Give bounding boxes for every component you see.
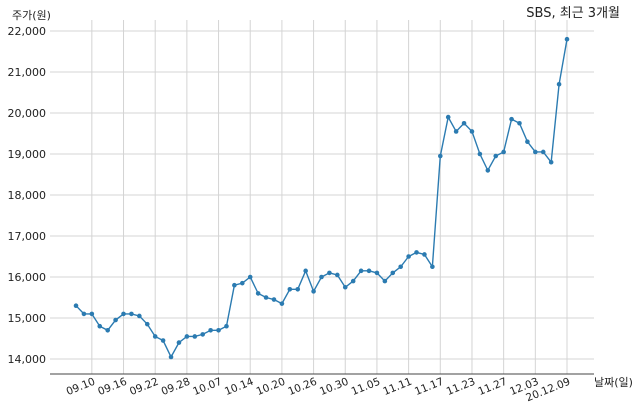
data-point (548, 159, 554, 165)
data-point (160, 338, 166, 343)
x-tick-label: 10.26 (286, 376, 319, 399)
data-point (453, 129, 459, 134)
x-tick-label: 11.27 (476, 376, 508, 398)
x-tick-label: 09.22 (128, 376, 160, 398)
y-axis-label: 주가(원) (12, 9, 51, 22)
data-point (382, 278, 388, 284)
data-point (255, 291, 261, 296)
data-point (295, 287, 301, 292)
x-tick-label: 11.11 (381, 376, 413, 398)
data-point (374, 270, 380, 276)
x-tick-label: 10.07 (191, 376, 223, 398)
data-point (247, 274, 253, 280)
data-point (176, 340, 182, 345)
data-point (121, 311, 126, 317)
x-tick-label: 10.14 (223, 376, 256, 399)
y-tick-label: 18,000 (8, 189, 47, 202)
y-tick-labels: 14,000 15,000 16,000 17,000 18,000 19,000 20,0… (8, 25, 47, 366)
data-point (168, 354, 174, 360)
data-point (327, 270, 332, 276)
data-point (200, 332, 206, 337)
data-point (224, 323, 229, 329)
data-point (89, 311, 95, 317)
data-point (271, 297, 277, 302)
data-point (477, 151, 483, 157)
x-tick-label: 10.30 (318, 376, 350, 398)
x-tick-label: 11.23 (445, 376, 477, 398)
data-point (422, 252, 427, 257)
data-point (335, 272, 340, 278)
y-tick-label: 22,000 (8, 25, 47, 38)
data-point (129, 311, 134, 317)
chart-title: SBS, 최근 3개월 (526, 6, 620, 21)
x-tick-label: 09.28 (160, 376, 192, 398)
data-point (208, 328, 213, 333)
data-point (556, 82, 562, 87)
data-point (493, 153, 499, 159)
x-tick-label: 11.17 (413, 376, 445, 398)
data-point (525, 139, 530, 144)
data-point (240, 280, 245, 286)
y-tick-label: 14,000 (8, 353, 47, 366)
x-tick-label: 09.10 (65, 376, 97, 398)
data-point (509, 116, 514, 122)
data-point (184, 334, 190, 339)
data-point (137, 313, 142, 319)
data-point (303, 268, 308, 274)
series-line (75, 39, 568, 359)
x-tick-label: 10.20 (255, 376, 287, 398)
data-point (279, 301, 285, 306)
y-tick-label: 16,000 (8, 271, 47, 284)
data-point (216, 328, 221, 333)
data-point (152, 334, 158, 339)
y-tick-label: 20,000 (8, 107, 47, 120)
data-point (350, 278, 356, 284)
data-point (390, 270, 396, 276)
data-point (73, 303, 79, 309)
data-point (232, 282, 237, 288)
data-point (358, 268, 364, 274)
data-point (144, 321, 150, 327)
x-tick-label: 11.05 (350, 376, 382, 398)
data-point (430, 264, 435, 270)
grid (50, 20, 594, 374)
data-point (414, 250, 419, 255)
data-point (192, 334, 198, 339)
data-point (469, 129, 475, 134)
data-point (319, 274, 324, 280)
data-point (406, 254, 411, 259)
data-point (517, 120, 522, 126)
x-tick-label: 09.16 (96, 376, 129, 399)
x-tick-labels: 09.10 09.16 09.22 09.28 10.07 10.14 10.20 10.26… (65, 376, 573, 405)
data-point (97, 323, 103, 329)
x-axis-label: 날짜(일) (594, 375, 633, 389)
data-point (105, 328, 110, 333)
data-point (398, 264, 403, 270)
y-tick-label: 19,000 (8, 148, 47, 161)
data-point (287, 287, 293, 292)
data-point (263, 295, 269, 300)
data-point (437, 153, 443, 159)
data-points (73, 36, 570, 360)
data-point (81, 311, 87, 317)
data-point (540, 149, 546, 155)
data-point (501, 149, 506, 155)
data-point (533, 149, 538, 155)
y-tick-label: 21,000 (8, 66, 47, 79)
data-point (311, 289, 316, 294)
data-point (564, 36, 570, 42)
data-point (445, 114, 451, 120)
data-point (113, 317, 118, 323)
y-tick-label: 15,000 (8, 312, 47, 325)
data-point (485, 168, 491, 173)
data-point (461, 120, 467, 126)
data-point (342, 284, 348, 290)
data-point (366, 268, 372, 274)
y-tick-label: 17,000 (8, 230, 47, 243)
